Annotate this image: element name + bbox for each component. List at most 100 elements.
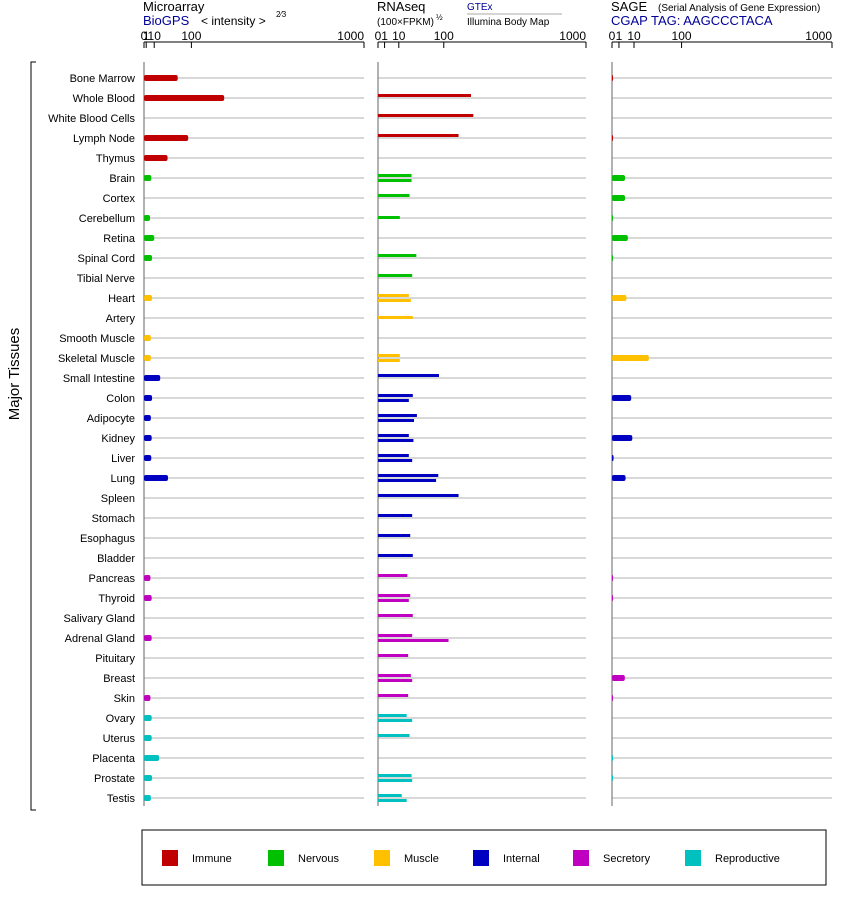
rnaseq-gtex-bar [378, 434, 409, 437]
microarray-bar [144, 255, 153, 261]
rnaseq-bodymap-bar [378, 419, 415, 422]
sage-bar [612, 435, 633, 441]
rnaseq-bodymap-bar [378, 639, 449, 642]
legend-label: Nervous [298, 853, 339, 865]
legend: Immune Nervous Muscle Internal Secretory Repr… [162, 850, 780, 866]
sage-bar [612, 575, 613, 581]
microarray-bar [144, 595, 152, 601]
sage-tick-label: 0 [609, 29, 616, 43]
rnaseq-gtex-bar [378, 294, 409, 297]
rnaseq-bodymap-bar [378, 479, 437, 482]
rnaseq-exponent: ½ [436, 13, 443, 22]
sage-bar [612, 295, 627, 301]
sage-bar [612, 695, 613, 701]
tissue-label: Tibial Nerve [77, 273, 135, 285]
sage-bar [612, 775, 613, 781]
tissue-label: Liver [111, 453, 135, 465]
sage-bar [612, 195, 626, 201]
rnaseq-gtex-bar [378, 614, 413, 617]
sage-bar [612, 395, 632, 401]
legend-label: Reproductive [715, 853, 780, 865]
rnaseq-gtex-bar [378, 414, 417, 417]
microarray-tick-label: 1 [143, 29, 150, 43]
rnaseq-bodymap-bar [378, 459, 413, 462]
microarray-bar [144, 775, 153, 781]
tissue-label: Adrenal Gland [65, 633, 135, 645]
tissue-label: Spinal Cord [78, 253, 135, 265]
legend-swatch [685, 850, 701, 866]
rnaseq-gtex-bar [378, 354, 400, 357]
tissue-label: Thyroid [98, 593, 135, 605]
grid-layer [144, 77, 832, 799]
legend-swatch [268, 850, 284, 866]
microarray-bar [144, 575, 151, 581]
rnaseq-gtex-bar [378, 574, 408, 577]
rnaseq-bodymap-bar [378, 359, 400, 362]
tissue-label: Pancreas [89, 573, 136, 585]
microarray-bar [144, 735, 152, 741]
sage-tick-label: 100 [672, 29, 692, 43]
rnaseq-bodymap-bar [378, 679, 413, 682]
rnaseq-bodymap-bar [378, 399, 409, 402]
tissue-label: Bone Marrow [70, 73, 135, 85]
tissue-label: Cerebellum [79, 213, 135, 225]
microarray-tick-label: 100 [181, 29, 201, 43]
legend-swatch [162, 850, 178, 866]
rnaseq-gtex-bar [378, 454, 409, 457]
legend-swatch [374, 850, 390, 866]
rnaseq-bodymap-bar [378, 439, 414, 442]
tissue-label: Skin [114, 693, 135, 705]
tissue-label: Smooth Muscle [59, 333, 135, 345]
rnaseq-gtex-bar [378, 514, 413, 517]
rnaseq-gtex-bar [378, 494, 459, 497]
tissue-label: Lymph Node [73, 133, 135, 145]
rnaseq-gtex-bar [378, 694, 409, 697]
rnaseq-gtex-bar [378, 94, 472, 97]
tissue-label: Breast [103, 673, 135, 685]
sage-bar [612, 255, 613, 261]
tissue-label: Small Intestine [63, 373, 135, 385]
tissue-label: Heart [108, 293, 135, 305]
tissue-label: Placenta [92, 753, 136, 765]
rnaseq-gtex-bar [378, 594, 411, 597]
microarray-title: Microarray [143, 0, 205, 14]
sage-title: SAGE [611, 0, 647, 14]
sage-bar [612, 755, 613, 761]
sage-bar [612, 475, 626, 481]
tissue-label: Prostate [94, 773, 135, 785]
microarray-tick-label: 0 [141, 29, 148, 43]
sage-tick-label: 10 [627, 29, 641, 43]
microarray-bar [144, 455, 152, 461]
rnaseq-gtex-bar [378, 274, 413, 277]
tissue-label: Whole Blood [73, 93, 135, 105]
rnaseq-title: RNAseq [377, 0, 425, 14]
tissue-label: Uterus [103, 733, 136, 745]
rnaseq-bodymap-bar [378, 299, 411, 302]
sage-bar [612, 175, 626, 181]
microarray-bar [144, 175, 152, 181]
microarray-bar [144, 155, 168, 161]
tissue-label: Skeletal Muscle [58, 353, 135, 365]
bar-layer [144, 75, 649, 802]
rnaseq-gtex-bar [378, 734, 410, 737]
microarray-bar [144, 355, 151, 361]
tissue-group-label: Major Tissues [6, 328, 23, 421]
rnaseq-gtex-bar [378, 134, 459, 137]
rnaseq-source-gtex: GTEx [467, 2, 493, 13]
rnaseq-gtex-bar [378, 374, 439, 377]
legend-label: Internal [503, 853, 540, 865]
sage-bar [612, 215, 613, 221]
rnaseq-bodymap-bar [378, 799, 407, 802]
microarray-bar [144, 695, 151, 701]
rnaseq-gtex-bar [378, 394, 413, 397]
rnaseq-source-illumina: Illumina Body Map [467, 17, 550, 28]
microarray-bar [144, 75, 178, 81]
tissue-label: Salivary Gland [63, 613, 135, 625]
rnaseq-gtex-bar [378, 654, 409, 657]
legend-label: Immune [192, 853, 232, 865]
microarray-source: BioGPS [143, 13, 190, 28]
rnaseq-gtex-bar [378, 114, 474, 117]
microarray-bar [144, 635, 152, 641]
rnaseq-bodymap-bar [378, 179, 412, 182]
legend-label: Muscle [404, 853, 439, 865]
